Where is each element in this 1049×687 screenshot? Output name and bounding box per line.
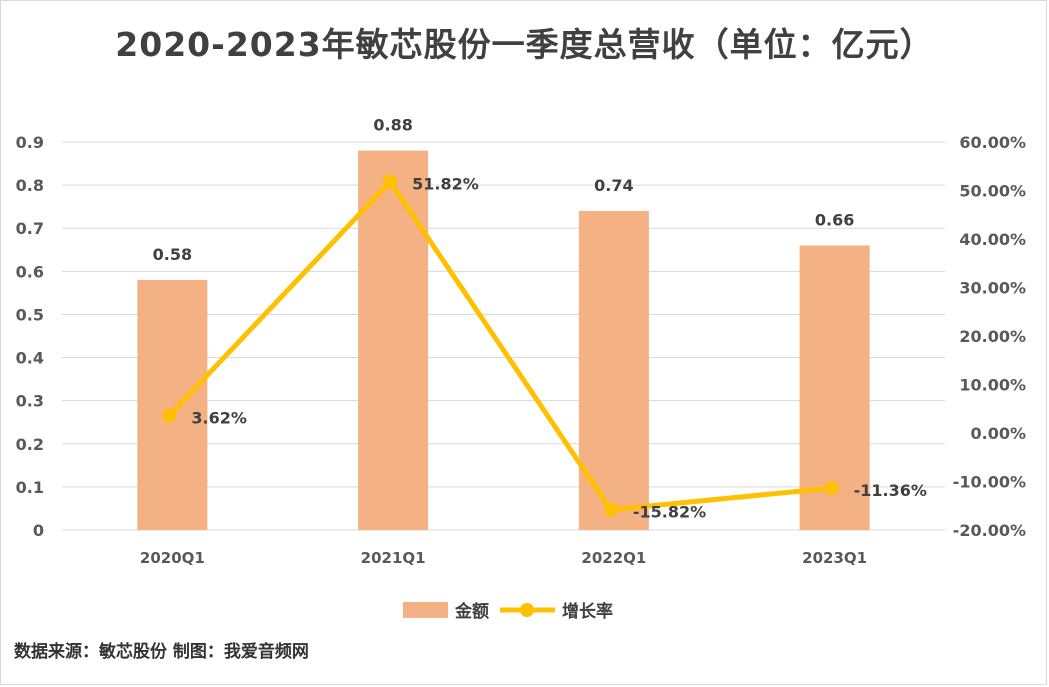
x-category-label: 2021Q1 — [361, 549, 426, 567]
y-left-tick-label: 0.8 — [16, 176, 44, 195]
legend-swatch-bar — [403, 602, 448, 618]
y-left-tick-label: 0.5 — [16, 305, 44, 324]
y-right-tick-label: 50.00% — [959, 182, 1026, 201]
y-left-tick-label: 0 — [33, 521, 44, 540]
x-category-label: 2022Q1 — [581, 549, 646, 567]
legend-label-line: 增长率 — [562, 601, 613, 622]
bar-2020Q1 — [137, 279, 208, 530]
x-category-label: 2020Q1 — [140, 549, 205, 567]
y-right-tick-label: 60.00% — [959, 133, 1026, 152]
bar-2021Q1 — [358, 150, 429, 530]
y-right-tick-label: 20.00% — [959, 327, 1026, 346]
growth-rate-point — [162, 408, 177, 423]
growth-rate-label: 3.62% — [191, 408, 247, 427]
legend-swatch-marker — [520, 603, 534, 617]
y-left-tick-label: 0.2 — [16, 435, 44, 454]
y-right-tick-label: 40.00% — [959, 230, 1026, 249]
y-left-tick-label: 0.4 — [16, 349, 44, 368]
growth-rate-label: 51.82% — [412, 175, 479, 194]
y-right-tick-label: -20.00% — [953, 521, 1026, 540]
y-left-tick-label: 0.6 — [16, 262, 44, 281]
x-category-label: 2023Q1 — [802, 549, 867, 567]
y-left-tick-label: 0.9 — [16, 133, 44, 152]
y-right-tick-label: 30.00% — [959, 279, 1026, 298]
source-note: 数据来源：敏芯股份 制图：我爱音频网 — [14, 642, 309, 662]
y-left-tick-label: 0.7 — [16, 219, 44, 238]
y-left-tick-label: 0.1 — [16, 478, 44, 497]
growth-rate-point — [824, 481, 839, 496]
bar-value-label: 0.88 — [373, 116, 412, 135]
growth-rate-point — [383, 174, 398, 189]
growth-rate-line — [167, 179, 832, 513]
y-right-tick-label: 10.00% — [959, 376, 1026, 395]
legend-label-bar: 金额 — [454, 601, 489, 622]
bar-value-label: 0.74 — [594, 176, 633, 195]
y-right-tick-label: -10.00% — [953, 473, 1026, 492]
y-left-tick-label: 0.3 — [16, 392, 44, 411]
y-right-tick-label: 0.00% — [970, 424, 1026, 443]
chart-title: 2020-2023年敏芯股份一季度总营收（单位：亿元） — [115, 25, 934, 64]
growth-rate-label: -15.82% — [633, 503, 706, 522]
bar-value-label: 0.66 — [815, 210, 854, 229]
growth-rate-label: -11.36% — [854, 481, 927, 500]
bar-value-label: 0.58 — [153, 245, 192, 264]
growth-rate-point — [603, 502, 618, 517]
